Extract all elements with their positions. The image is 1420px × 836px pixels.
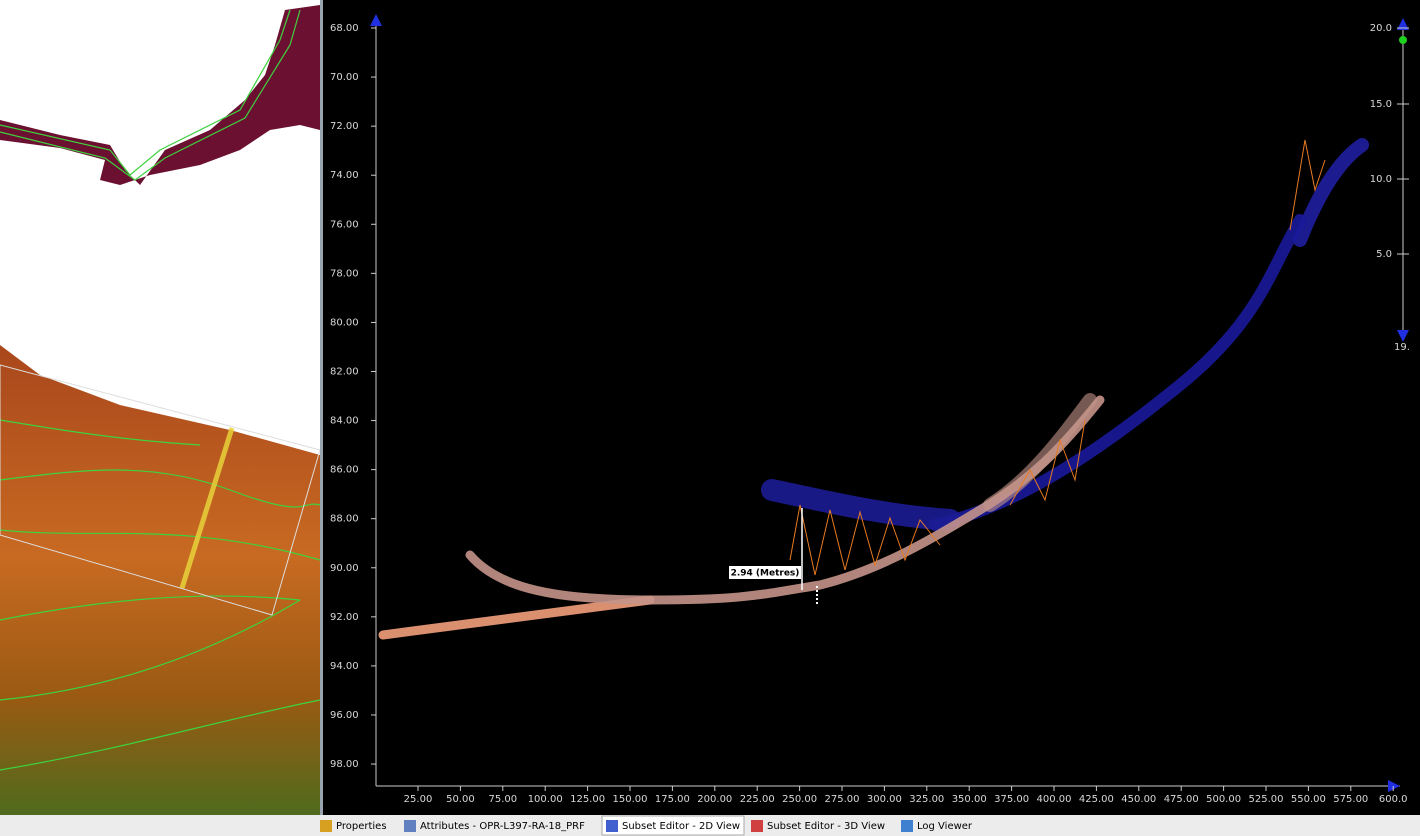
tab-icon bbox=[901, 820, 913, 832]
y-tick-label: 96.00 bbox=[330, 710, 359, 721]
y-tick-label: 90.00 bbox=[330, 563, 359, 574]
y-tick-label: 70.00 bbox=[330, 72, 359, 83]
tab-bar: Properties Attributes - OPR-L397-RA-18_PR… bbox=[0, 815, 1420, 836]
tab-icon bbox=[320, 820, 332, 832]
map-panel[interactable] bbox=[0, 0, 323, 815]
y-tick-label: 84.00 bbox=[330, 416, 359, 427]
y-tick-label: 76.00 bbox=[330, 219, 359, 230]
x-tick-label: 200.00 bbox=[697, 794, 732, 805]
y-tick-label: 68.00 bbox=[330, 23, 359, 34]
y-tick-label: 78.00 bbox=[330, 268, 359, 279]
x-tick-label: 350.00 bbox=[952, 794, 987, 805]
x-tick-label: 275.00 bbox=[825, 794, 860, 805]
x-tick-label: 525.00 bbox=[1249, 794, 1284, 805]
y-tick-label: 74.00 bbox=[330, 170, 359, 181]
y-tick-label: 86.00 bbox=[330, 465, 359, 476]
x-tick-label: 400.00 bbox=[1037, 794, 1072, 805]
x-tick-label: 225.00 bbox=[740, 794, 775, 805]
x-tick-label: 375.00 bbox=[994, 794, 1029, 805]
x-tick-label: 300.00 bbox=[867, 794, 902, 805]
x-tick-label: 250.00 bbox=[782, 794, 817, 805]
x-tick-label: 575.00 bbox=[1333, 794, 1368, 805]
scale-handle[interactable] bbox=[1399, 36, 1407, 44]
splitter[interactable] bbox=[320, 0, 323, 815]
y-tick-label: 80.00 bbox=[330, 317, 359, 328]
x-tick-label: 550.00 bbox=[1291, 794, 1326, 805]
tab-icon bbox=[606, 820, 618, 832]
x-tick-label: 150.00 bbox=[613, 794, 648, 805]
x-tick-label: 425.00 bbox=[1079, 794, 1114, 805]
profile-background bbox=[323, 0, 1420, 815]
x-tick-label: 175.00 bbox=[655, 794, 690, 805]
y-tick-label: 92.00 bbox=[330, 612, 359, 623]
y-tick-label: 94.00 bbox=[330, 661, 359, 672]
y-tick-label: 88.00 bbox=[330, 514, 359, 525]
x-tick-label: 100.00 bbox=[528, 794, 563, 805]
y-tick-label: 98.00 bbox=[330, 759, 359, 770]
x-tick-label: 75.00 bbox=[488, 794, 517, 805]
screen: 2.94 (Metres) 68.00 70.00 72.00 74.00 76.00 7… bbox=[0, 0, 1420, 836]
tab-icon bbox=[404, 820, 416, 832]
x-tick-label: 475.00 bbox=[1164, 794, 1199, 805]
y-tick-label: 82.00 bbox=[330, 366, 359, 377]
x-tick-label: 500.00 bbox=[1206, 794, 1241, 805]
tab[interactable]: Subset Editor - 3D View bbox=[767, 821, 885, 832]
x-tick-label: 600.0 bbox=[1379, 794, 1408, 805]
x-tick-label: 125.00 bbox=[570, 794, 605, 805]
x-tick-label: 50.00 bbox=[446, 794, 475, 805]
x-tick-label: 450.00 bbox=[1121, 794, 1156, 805]
tab[interactable]: Attributes - OPR-L397-RA-18_PRF bbox=[420, 821, 585, 832]
x-tick-label: 325.00 bbox=[909, 794, 944, 805]
y-tick-label: 72.00 bbox=[330, 121, 359, 132]
tab-icon bbox=[751, 820, 763, 832]
scale-label: 15.0 bbox=[1370, 99, 1392, 110]
x-tick-label: 25.00 bbox=[404, 794, 433, 805]
scale-label: 19. bbox=[1394, 342, 1410, 353]
measure-label: 2.94 (Metres) bbox=[731, 569, 800, 579]
tab[interactable]: Properties bbox=[336, 821, 387, 832]
scale-label: 5.0 bbox=[1376, 249, 1392, 260]
tab[interactable]: Log Viewer bbox=[917, 821, 973, 832]
tab[interactable]: Subset Editor - 2D View bbox=[622, 821, 740, 832]
scale-label: 10.0 bbox=[1370, 174, 1392, 185]
scale-label: 20.0 bbox=[1370, 23, 1392, 34]
profile-view[interactable]: 2.94 (Metres) 68.00 70.00 72.00 74.00 76.00 7… bbox=[323, 0, 1420, 815]
